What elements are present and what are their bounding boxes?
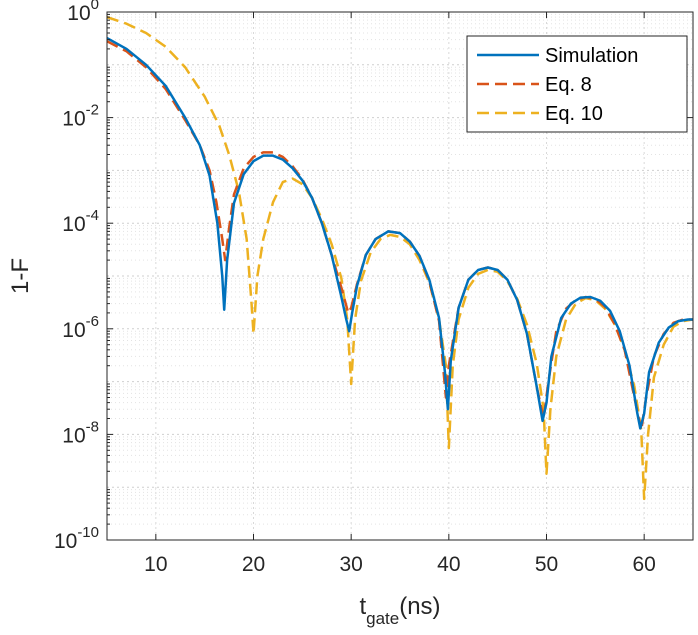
- y-tick-label: 10-2: [62, 102, 99, 131]
- series-line-eq-10: [107, 15, 693, 501]
- y-tick-label-base: 10: [62, 108, 85, 131]
- series-layer: [107, 15, 693, 501]
- y-tick-label-exponent: 0: [91, 0, 99, 13]
- y-tick-label-exponent: -8: [86, 418, 99, 435]
- x-tick-label: 40: [437, 553, 460, 576]
- x-axis-label-unit: (ns): [399, 593, 440, 620]
- y-tick-label-exponent: -4: [86, 207, 99, 224]
- x-tick-label: 10: [144, 553, 167, 576]
- y-tick-label: 10-6: [62, 313, 99, 342]
- y-tick-label: 10-10: [54, 524, 99, 553]
- x-tick-label: 50: [535, 553, 558, 576]
- legend-label: Simulation: [545, 45, 638, 67]
- legend: Simulation Eq. 8 Eq. 10: [466, 35, 688, 133]
- plot-frame: [106, 11, 694, 541]
- x-axis-label: tgate(ns): [359, 593, 440, 628]
- x-axis-label-subscript: gate: [366, 609, 399, 628]
- y-tick-label-base: 10: [62, 213, 85, 236]
- series-line-simulation: [107, 37, 693, 430]
- x-tick-label: 30: [339, 553, 362, 576]
- y-tick-label-exponent: -2: [86, 102, 99, 119]
- y-tick-label: 10-8: [62, 418, 99, 447]
- x-tick-label: 60: [632, 553, 655, 576]
- x-tick-label: 20: [242, 553, 265, 576]
- y-axis-label: 1-F: [7, 258, 34, 294]
- y-tick-label-base: 10: [62, 424, 85, 447]
- y-tick-label-base: 10: [67, 2, 90, 25]
- x-axis-label-main: t: [359, 593, 366, 620]
- legend-label: Eq. 10: [545, 103, 603, 125]
- y-tick-label-base: 10: [62, 319, 85, 342]
- y-tick-label-base: 10: [54, 530, 77, 553]
- y-tick-label-exponent: -10: [77, 524, 99, 541]
- legend-label: Eq. 8: [545, 74, 592, 96]
- y-tick-label-exponent: -6: [86, 313, 99, 330]
- y-tick-label: 10-4: [62, 207, 99, 236]
- y-tick-label: 100: [67, 0, 99, 25]
